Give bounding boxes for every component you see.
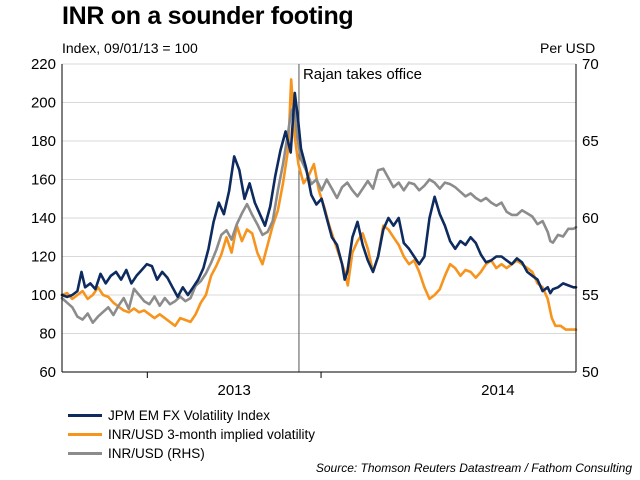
- axes: [61, 64, 577, 378]
- right-axis-unit-label: Per USD: [540, 40, 596, 56]
- legend-item-inr-vol: INR/USD 3-month implied volatility: [68, 425, 315, 444]
- left-axis-unit-label: Index, 09/01/13 = 100: [62, 40, 198, 56]
- legend-label-inr-usd: INR/USD (RHS): [108, 446, 205, 461]
- y-left-tick-label: 60: [39, 364, 56, 381]
- y-left-tick-label: 120: [31, 249, 56, 266]
- gridlines: [62, 63, 576, 334]
- x-tick-label: 2013: [218, 382, 251, 399]
- y-left-tick-label: 100: [31, 287, 56, 304]
- legend-swatch-inr-usd: [68, 452, 102, 455]
- y-left-tick-label: 200: [31, 95, 56, 112]
- series-line-inr-usd: [60, 104, 578, 325]
- y-left-tick-label: 220: [31, 56, 56, 73]
- y-left-tick-label: 180: [31, 133, 56, 150]
- legend-item-inr-usd: INR/USD (RHS): [68, 444, 315, 463]
- legend: JPM EM FX Volatility Index INR/USD 3-mon…: [68, 406, 315, 463]
- y-right-tick-label: 55: [582, 287, 599, 304]
- y-left-tick-label: 140: [31, 210, 56, 227]
- x-tick-label: 2014: [481, 382, 514, 399]
- source-note: Source: Thomson Reuters Datastream / Fat…: [315, 461, 632, 475]
- y-left-tick-label: 80: [39, 326, 56, 343]
- y-right-tick-label: 50: [582, 364, 599, 381]
- legend-swatch-inr-vol: [68, 433, 102, 436]
- y-right-tick-label: 65: [582, 133, 599, 150]
- legend-swatch-jpm: [68, 414, 102, 417]
- legend-label-jpm: JPM EM FX Volatility Index: [108, 408, 271, 423]
- y-right-tick-label: 60: [582, 210, 599, 227]
- event-marker: Rajan takes office: [298, 64, 422, 372]
- legend-label-inr-vol: INR/USD 3-month implied volatility: [108, 427, 316, 442]
- legend-item-jpm: JPM EM FX Volatility Index: [68, 406, 315, 425]
- tick-labels: 60 80 100 120 140 160 180 200 220 50 55 60 65 70 2013 2…: [31, 56, 599, 399]
- series-line-jpm: [60, 91, 578, 299]
- event-label: Rajan takes office: [303, 66, 422, 83]
- y-left-tick-label: 160: [31, 172, 56, 189]
- chart-title: INR on a sounder footing: [62, 2, 354, 30]
- y-right-tick-label: 70: [582, 56, 599, 73]
- series-lines: [60, 78, 578, 331]
